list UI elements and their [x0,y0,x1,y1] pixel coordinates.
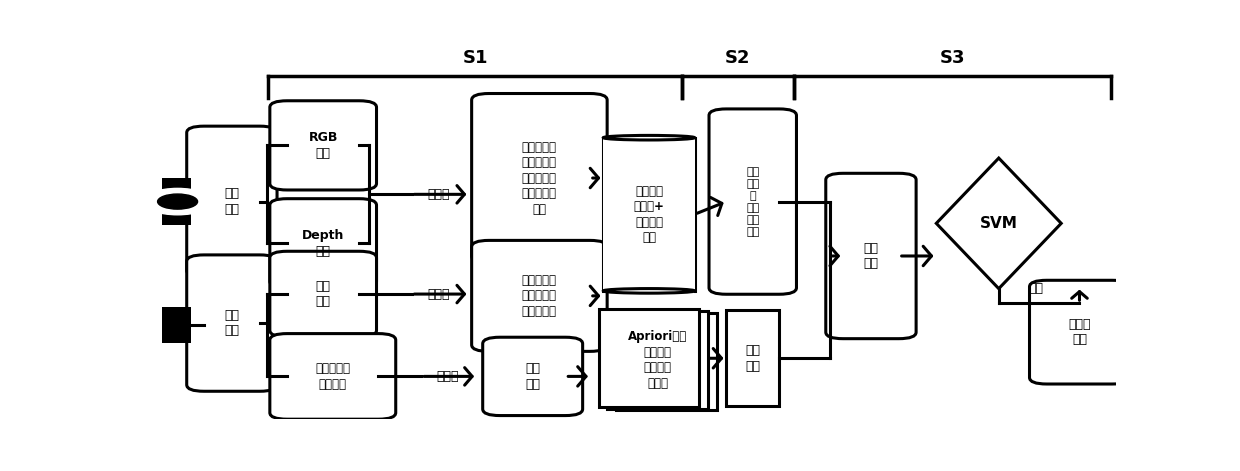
FancyBboxPatch shape [270,251,377,337]
Bar [161,307,191,343]
FancyBboxPatch shape [187,255,277,391]
FancyBboxPatch shape [270,199,377,288]
Bar [616,313,717,411]
FancyBboxPatch shape [270,333,396,419]
Text: Apriori算法
发现频繁
项，创建
字典。: Apriori算法 发现频繁 项，创建 字典。 [627,330,687,390]
FancyBboxPatch shape [1029,280,1130,384]
Bar [727,310,779,406]
Text: 驾驶员
情感: 驾驶员 情感 [1068,318,1091,346]
FancyBboxPatch shape [187,126,277,277]
Ellipse shape [604,289,694,293]
Text: 语音识别的
说话内容: 语音识别的 说话内容 [315,362,350,390]
FancyBboxPatch shape [471,240,608,351]
Text: 预处理: 预处理 [428,188,450,201]
Text: S1: S1 [463,49,487,67]
Circle shape [157,194,197,209]
Text: 脸部
图像
和
声学
信号
特征: 脸部 图像 和 声学 信号 特征 [746,167,759,236]
Text: 提取
单词: 提取 单词 [526,362,541,390]
Text: 灰度化、大
小归一化、
叠加、均值
滤波去噪的
图像: 灰度化、大 小归一化、 叠加、均值 滤波去噪的 图像 [522,140,557,216]
Polygon shape [936,158,1061,289]
Text: 声学
信号: 声学 信号 [316,280,331,309]
Text: 识别: 识别 [1029,282,1044,295]
FancyBboxPatch shape [270,101,377,190]
Text: RGB
图像: RGB 图像 [309,131,337,160]
Text: 高通滤波、
分帧、加窗
的声学信号: 高通滤波、 分帧、加窗 的声学信号 [522,274,557,318]
Bar [608,311,708,409]
Text: 脸部
图像: 脸部 图像 [224,187,239,216]
Bar [161,178,191,225]
Text: 特征
向量: 特征 向量 [863,242,878,270]
Text: 文本
特征: 文本 特征 [745,344,760,373]
Ellipse shape [604,135,694,140]
Bar [599,309,699,407]
Circle shape [143,188,212,215]
Text: SVM: SVM [980,216,1018,231]
Text: S2: S2 [725,49,750,67]
Text: 预处理: 预处理 [428,288,450,300]
Text: 语音
信号: 语音 信号 [224,309,239,337]
FancyBboxPatch shape [471,94,608,262]
Text: 预处理: 预处理 [436,370,459,383]
Text: S3: S3 [940,49,966,67]
FancyBboxPatch shape [482,337,583,415]
FancyBboxPatch shape [709,109,796,294]
Text: 无监督特
征学习+
稀疏编码
模型: 无监督特 征学习+ 稀疏编码 模型 [634,185,665,244]
Bar [604,138,694,291]
FancyBboxPatch shape [826,173,916,339]
Text: Depth
图像: Depth 图像 [303,229,345,258]
